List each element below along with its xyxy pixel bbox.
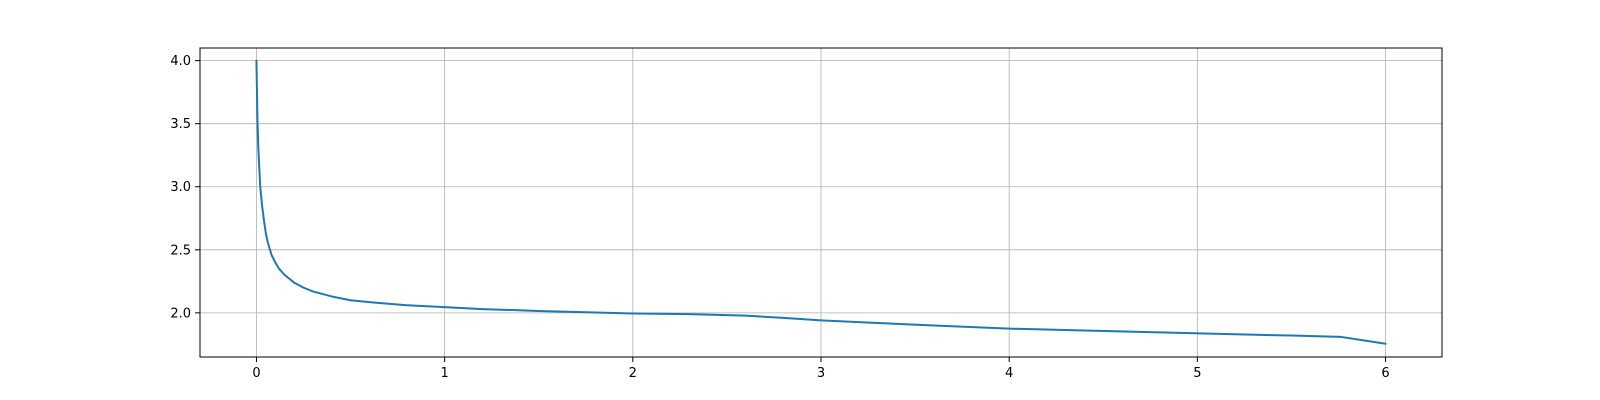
y-tick-label: 3.5 [170,117,191,132]
y-tick-label: 4.0 [170,54,191,69]
x-tick-label: 5 [1193,366,1201,381]
x-tick-label: 1 [440,366,448,381]
series-layer [255,59,1387,345]
y-tick-label: 3.0 [170,180,191,195]
x-tick-label: 3 [817,366,825,381]
series-line-0 [255,59,1387,345]
grid-layer [200,48,1442,357]
x-tick-label: 6 [1381,366,1389,381]
x-tick-label: 0 [252,366,260,381]
ticks-layer: 0 1 2 3 4 5 6 2.0 2.5 3.0 3.5 4.0 [170,54,1389,381]
x-tick-label: 4 [1005,366,1013,381]
y-tick-label: 2.5 [170,243,191,258]
x-tick-label: 2 [629,366,637,381]
y-tick-label: 2.0 [170,306,191,321]
